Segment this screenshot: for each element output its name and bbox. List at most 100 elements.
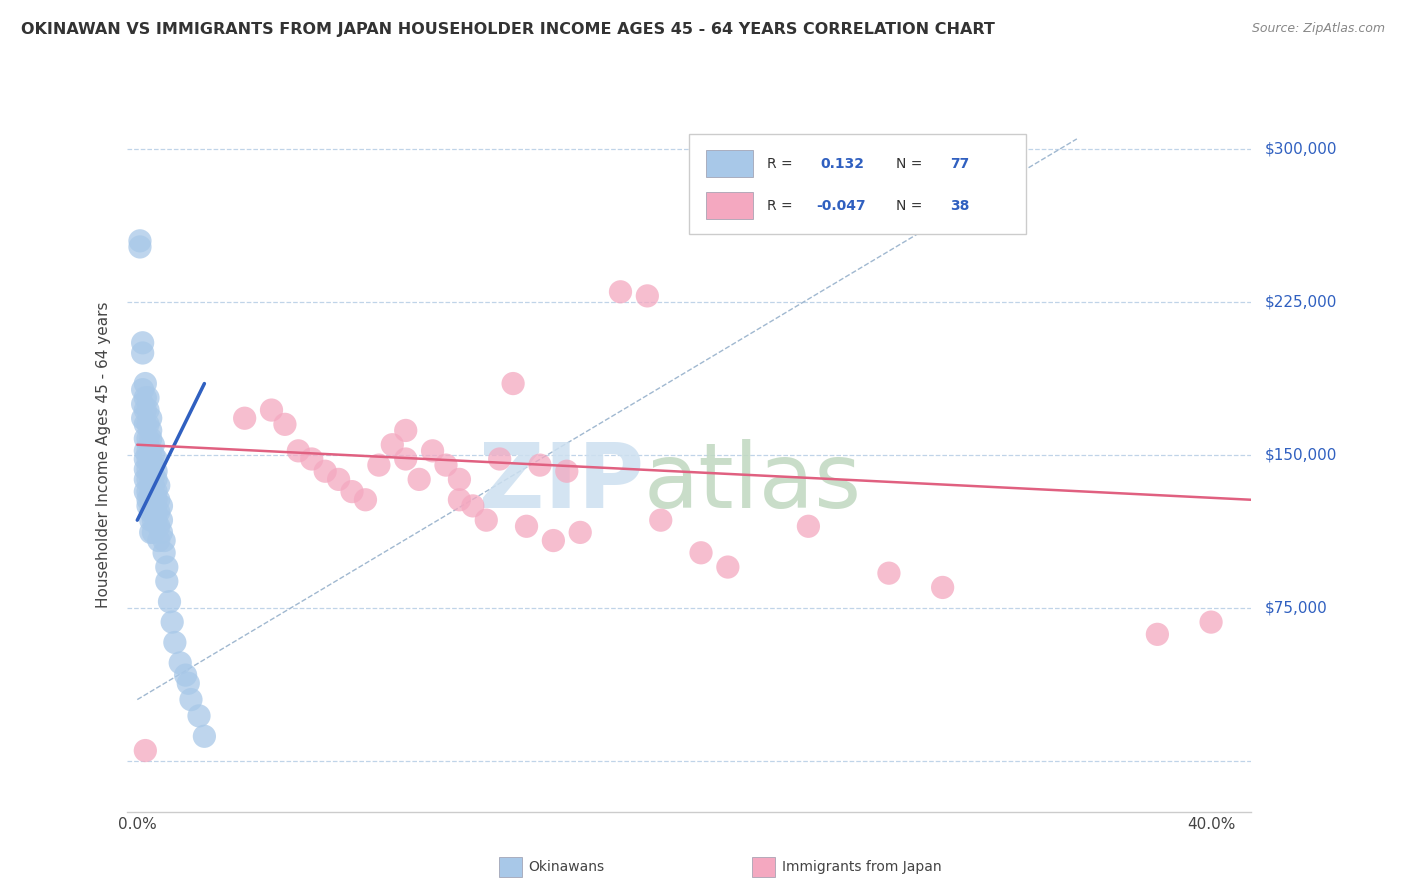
Point: [145, 492, 167, 507]
Point: [1199, 615, 1222, 629]
Point: [609, 285, 631, 299]
Text: N =: N =: [896, 157, 922, 170]
Point: [174, 668, 197, 682]
Point: [395, 424, 418, 438]
Bar: [706, 192, 754, 219]
Point: [367, 458, 389, 472]
Point: [148, 505, 170, 519]
Point: [134, 472, 156, 486]
Point: [461, 499, 484, 513]
Point: [131, 383, 153, 397]
Point: [717, 560, 740, 574]
Text: ZIP: ZIP: [479, 440, 644, 527]
Point: [139, 513, 162, 527]
Point: [139, 443, 162, 458]
Point: [156, 560, 179, 574]
Point: [134, 376, 156, 391]
FancyBboxPatch shape: [689, 134, 1026, 234]
Point: [148, 492, 170, 507]
Text: -0.047: -0.047: [815, 199, 866, 212]
Point: [180, 692, 202, 706]
Text: 0.132: 0.132: [821, 157, 865, 170]
Text: 38: 38: [950, 199, 969, 212]
Point: [142, 505, 165, 519]
Point: [145, 464, 167, 478]
Text: OKINAWAN VS IMMIGRANTS FROM JAPAN HOUSEHOLDER INCOME AGES 45 - 64 YEARS CORRELAT: OKINAWAN VS IMMIGRANTS FROM JAPAN HOUSEH…: [21, 22, 995, 37]
Point: [134, 484, 156, 499]
Point: [145, 505, 167, 519]
Point: [142, 448, 165, 462]
Text: $150,000: $150,000: [1265, 448, 1337, 462]
Point: [142, 492, 165, 507]
Point: [690, 546, 713, 560]
Point: [148, 533, 170, 548]
Text: R =: R =: [766, 157, 792, 170]
Point: [134, 452, 156, 467]
Text: atlas: atlas: [644, 440, 862, 527]
Text: R =: R =: [766, 199, 792, 212]
Point: [139, 492, 162, 507]
Point: [502, 376, 524, 391]
Point: [131, 411, 153, 425]
Point: [163, 635, 186, 649]
Point: [381, 438, 404, 452]
Point: [274, 417, 297, 432]
Point: [142, 513, 165, 527]
Point: [136, 391, 159, 405]
Point: [797, 519, 820, 533]
Text: N =: N =: [896, 199, 922, 212]
Point: [449, 472, 471, 486]
Point: [139, 472, 162, 486]
Text: Okinawans: Okinawans: [529, 860, 605, 874]
Point: [145, 513, 167, 527]
Point: [129, 234, 152, 248]
Point: [136, 417, 159, 432]
Point: [139, 505, 162, 519]
Text: $225,000: $225,000: [1265, 294, 1337, 310]
Point: [475, 513, 498, 527]
Point: [449, 492, 471, 507]
Point: [129, 240, 152, 254]
Point: [136, 499, 159, 513]
Point: [142, 468, 165, 483]
Point: [145, 472, 167, 486]
Point: [314, 464, 336, 478]
Point: [150, 525, 173, 540]
Point: [142, 438, 165, 452]
Point: [260, 403, 283, 417]
Point: [134, 391, 156, 405]
Point: [136, 462, 159, 476]
Point: [142, 458, 165, 472]
Point: [193, 729, 215, 743]
Point: [543, 533, 565, 548]
Point: [136, 472, 159, 486]
Point: [134, 403, 156, 417]
Point: [134, 432, 156, 446]
Point: [434, 458, 457, 472]
Point: [131, 397, 153, 411]
Point: [134, 743, 156, 757]
Text: $75,000: $75,000: [1265, 600, 1329, 615]
Point: [159, 595, 181, 609]
Point: [408, 472, 430, 486]
Point: [136, 484, 159, 499]
Point: [529, 458, 551, 472]
Point: [1146, 627, 1168, 641]
Point: [139, 424, 162, 438]
Point: [156, 574, 179, 589]
Point: [287, 443, 309, 458]
Point: [150, 513, 173, 527]
Point: [188, 709, 211, 723]
Point: [328, 472, 350, 486]
Point: [515, 519, 537, 533]
Point: [139, 525, 162, 540]
Point: [569, 525, 592, 540]
Point: [139, 432, 162, 446]
Point: [160, 615, 183, 629]
Point: [301, 452, 323, 467]
Point: [148, 478, 170, 492]
Text: 77: 77: [950, 157, 969, 170]
Point: [555, 464, 578, 478]
Point: [340, 484, 363, 499]
Point: [139, 484, 162, 499]
